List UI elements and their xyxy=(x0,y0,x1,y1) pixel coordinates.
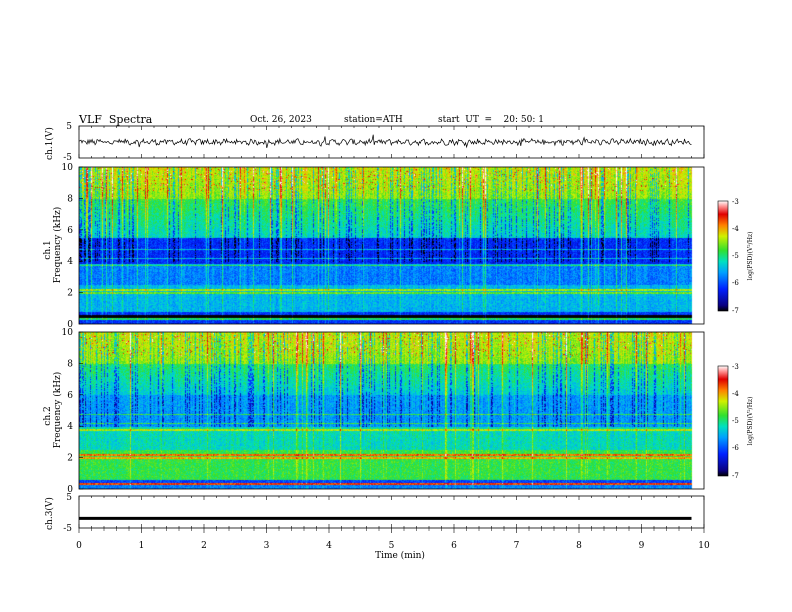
cb2-tick-4: -7 xyxy=(732,472,739,480)
ch3-ytick-bottom: -5 xyxy=(63,524,72,534)
colorbar-ch2: -3 -4 -5 -6 -7 log(PSD)(V²/Hz) xyxy=(717,363,754,480)
freq-tick-label: 10 xyxy=(62,328,74,338)
ch3-ylabel: ch.3(V) xyxy=(44,497,55,530)
time-tick-label: 0 xyxy=(76,541,82,551)
cb2-tick-0: -3 xyxy=(732,363,739,371)
cb1-label: log(PSD)(V²/Hz) xyxy=(747,232,754,281)
ch2-spec-channel-label: ch.2 xyxy=(43,406,53,425)
station-label: station=ATH xyxy=(344,115,403,125)
cb1-tick-2: -5 xyxy=(732,252,739,260)
time-tick-label: 10 xyxy=(698,541,710,551)
time-tick-label: 3 xyxy=(264,541,270,551)
cb1-tick-3: -6 xyxy=(732,279,739,287)
ch1-waveform-panel: 5 -5 ch.1(V) xyxy=(44,122,705,163)
ch1-spectrogram-panel: 10 8 6 4 2 0 ch.1 Frequency (kHz) xyxy=(43,163,705,330)
chart-title: VLF Spectra xyxy=(79,113,153,126)
freq-tick-label: 0 xyxy=(67,485,73,495)
ch2-freq-axis-label: Frequency (kHz) xyxy=(52,372,63,449)
freq-tick-label: 6 xyxy=(67,391,73,401)
freq-tick-label: 0 xyxy=(67,320,73,330)
ch1-ylabel: ch.1(V) xyxy=(44,127,55,160)
freq-tick-label: 6 xyxy=(67,226,73,236)
cb1-tick-0: -3 xyxy=(732,198,739,206)
date-label: Oct. 26, 2023 xyxy=(250,115,312,125)
cb2-tick-2: -5 xyxy=(732,417,739,425)
freq-tick-label: 2 xyxy=(67,289,73,299)
time-tick-label: 6 xyxy=(451,541,457,551)
time-axis: 0 1 2 3 4 5 6 7 8 9 10 xyxy=(76,528,710,551)
cb1-tick-1: -4 xyxy=(732,225,739,233)
freq-tick-label: 8 xyxy=(67,194,73,204)
cb2-label: log(PSD)(V²/Hz) xyxy=(747,397,754,446)
freq-tick-label: 4 xyxy=(67,257,73,267)
colorbar-ch1: -3 -4 -5 -6 -7 log(PSD)(V²/Hz) xyxy=(717,198,754,315)
start-time-label: start UT = 20: 50: 1 xyxy=(438,115,544,125)
time-tick-label: 4 xyxy=(326,541,332,551)
time-tick-label: 9 xyxy=(639,541,645,551)
ch1-spectrogram-image xyxy=(79,167,704,324)
ch3-waveform-panel: 5 -5 ch.3(V) xyxy=(44,493,705,534)
ch2-spectrogram-image xyxy=(79,332,704,489)
ch1-ytick-bottom: -5 xyxy=(63,153,72,163)
ch1-freq-ticks: 10 8 6 4 2 0 xyxy=(62,163,83,330)
ch1-spec-channel-label: ch.1 xyxy=(43,240,53,259)
time-tick-label: 5 xyxy=(389,541,395,551)
ch2-freq-ticks: 10 8 6 4 2 0 xyxy=(62,328,83,495)
cb2-tick-1: -4 xyxy=(732,390,739,398)
time-tick-label: 8 xyxy=(576,541,582,551)
time-tick-label: 2 xyxy=(201,541,207,551)
cb2-tick-3: -6 xyxy=(732,444,739,452)
ch3-ytick-top: 5 xyxy=(66,493,72,503)
time-tick-label: 1 xyxy=(139,541,145,551)
freq-tick-label: 10 xyxy=(62,163,74,173)
freq-tick-label: 8 xyxy=(67,359,73,369)
ch1-waveform-line xyxy=(79,134,692,149)
time-tick-label: 7 xyxy=(514,541,520,551)
freq-tick-label: 2 xyxy=(67,454,73,464)
ch1-ytick-top: 5 xyxy=(66,122,72,132)
ch2-spectrogram-panel: 10 8 6 4 2 0 ch.2 Frequency (kHz) xyxy=(43,328,705,495)
ch1-freq-axis-label: Frequency (kHz) xyxy=(52,207,63,284)
time-axis-label: Time (min) xyxy=(375,550,425,561)
freq-tick-label: 4 xyxy=(67,422,73,432)
cb1-tick-4: -7 xyxy=(732,307,739,315)
